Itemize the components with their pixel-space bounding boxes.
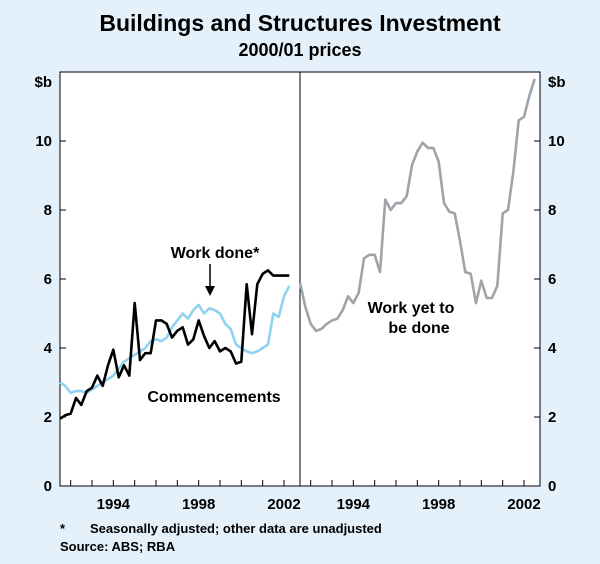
y-unit-right: $b [548, 74, 566, 91]
label-work-yet-line1: Work yet to [368, 300, 455, 317]
x-tick-label: 1998 [422, 496, 455, 513]
label-commencements: Commencements [147, 389, 280, 406]
y-tick-label-left: 8 [44, 202, 52, 219]
chart-title: Buildings and Structures Investment [99, 10, 501, 36]
source-note: Source: ABS; RBA [60, 539, 176, 554]
series-line-work-done [59, 285, 291, 395]
series-line-commencements [59, 269, 290, 420]
footnote-text: Seasonally adjusted; other data are unad… [90, 521, 382, 536]
y-tick-label-right: 2 [548, 409, 556, 426]
y-tick-label-left: 4 [44, 340, 53, 357]
chart-subtitle: 2000/01 prices [238, 40, 362, 60]
y-tick-label-right: 6 [548, 271, 556, 288]
x-tick-label: 2002 [267, 496, 300, 513]
y-tick-label-left: 6 [44, 271, 52, 288]
x-tick-label: 1998 [182, 496, 215, 513]
y-unit-left: $b [34, 74, 52, 91]
y-tick-label-left: 2 [44, 409, 52, 426]
y-tick-label-left: 0 [44, 478, 52, 495]
y-tick-label-right: 10 [548, 133, 565, 150]
footnote-seasonal: * Seasonally adjusted; other data are una… [60, 521, 382, 536]
footnote-star: * [60, 521, 66, 536]
arrow-work-done-head [205, 286, 215, 296]
y-tick-label-left: 10 [35, 133, 52, 150]
y-tick-label-right: 8 [548, 202, 556, 219]
label-work-done: Work done* [171, 245, 260, 262]
y-tick-label-right: 0 [548, 478, 556, 495]
x-tick-label: 1994 [97, 496, 131, 513]
label-work-yet-line2: be done [388, 320, 449, 337]
y-tick-label-right: 4 [548, 340, 557, 357]
x-tick-label: 2002 [507, 496, 540, 513]
series-line-work-yet-to-be-done [298, 78, 536, 333]
x-tick-label: 1994 [337, 496, 371, 513]
